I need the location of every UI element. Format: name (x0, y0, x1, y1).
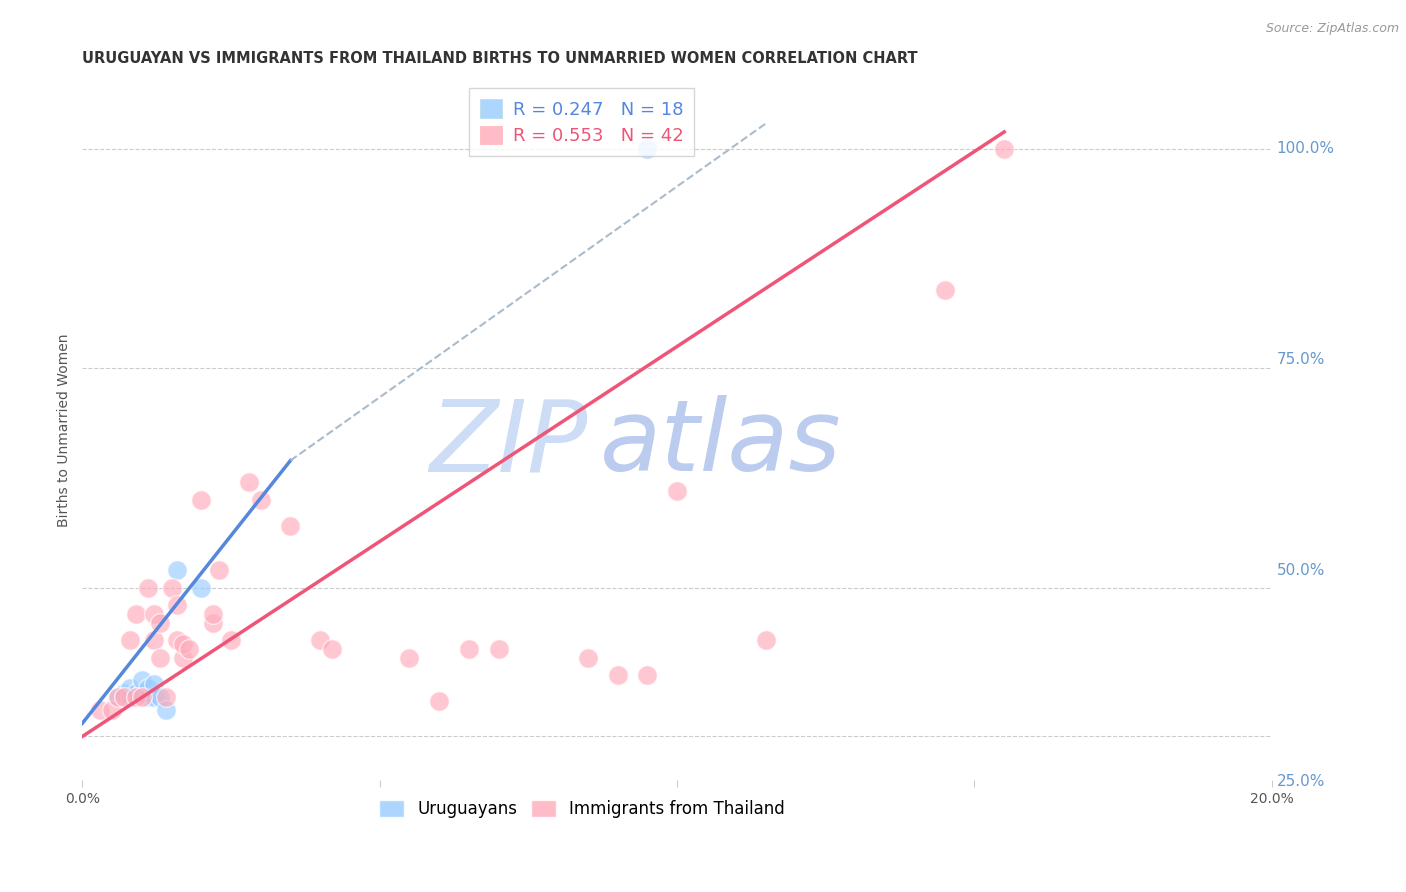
Point (131, 690, 153, 704)
Point (636, 668, 658, 682)
Point (142, 633, 165, 648)
Point (118, 633, 141, 648)
Point (202, 615, 225, 630)
Point (125, 690, 148, 704)
Point (112, 690, 135, 704)
Point (160, 581, 183, 595)
Point (190, 581, 212, 595)
Point (142, 607, 165, 621)
Point (112, 686, 135, 700)
Point (149, 690, 172, 704)
Point (89, 703, 111, 717)
Point (280, 519, 302, 533)
Point (107, 690, 129, 704)
Point (517, 879, 540, 892)
Point (249, 492, 271, 507)
Point (131, 673, 153, 687)
Point (427, 694, 450, 708)
Point (993, 143, 1015, 157)
Text: Source: ZipAtlas.com: Source: ZipAtlas.com (1265, 22, 1399, 36)
Text: atlas: atlas (600, 395, 841, 492)
Point (576, 650, 599, 665)
Point (131, 686, 153, 700)
Point (208, 563, 231, 577)
Point (125, 607, 148, 621)
Point (398, 650, 420, 665)
Point (636, 143, 658, 157)
Point (149, 615, 172, 630)
Point (219, 633, 242, 648)
Point (118, 681, 141, 696)
Point (107, 690, 129, 704)
Point (136, 690, 159, 704)
Point (136, 581, 159, 595)
Point (172, 638, 194, 652)
Point (262, 826, 284, 840)
Point (155, 703, 177, 717)
Point (125, 686, 148, 700)
Point (179, 641, 201, 656)
Point (101, 703, 124, 717)
Point (458, 641, 481, 656)
Point (172, 650, 194, 665)
Y-axis label: Births to Unmarried Women: Births to Unmarried Women (58, 333, 72, 526)
Point (666, 484, 689, 499)
Point (238, 475, 260, 490)
Point (149, 650, 172, 665)
Text: URUGUAYAN VS IMMIGRANTS FROM THAILAND BIRTHS TO UNMARRIED WOMEN CORRELATION CHAR: URUGUAYAN VS IMMIGRANTS FROM THAILAND BI… (83, 51, 918, 66)
Point (166, 563, 188, 577)
Point (606, 668, 628, 682)
Point (321, 641, 343, 656)
Point (136, 681, 159, 696)
Point (190, 492, 212, 507)
Legend: Uruguayans, Immigrants from Thailand: Uruguayans, Immigrants from Thailand (373, 793, 792, 824)
Text: ZIP: ZIP (430, 395, 588, 492)
Point (155, 690, 177, 704)
Point (202, 607, 225, 621)
Point (755, 633, 778, 648)
Point (166, 598, 188, 612)
Point (142, 690, 165, 704)
Point (488, 641, 510, 656)
Point (202, 835, 225, 849)
Point (142, 677, 165, 691)
Point (118, 690, 141, 704)
Point (934, 283, 956, 297)
Point (309, 633, 332, 648)
Point (166, 633, 188, 648)
